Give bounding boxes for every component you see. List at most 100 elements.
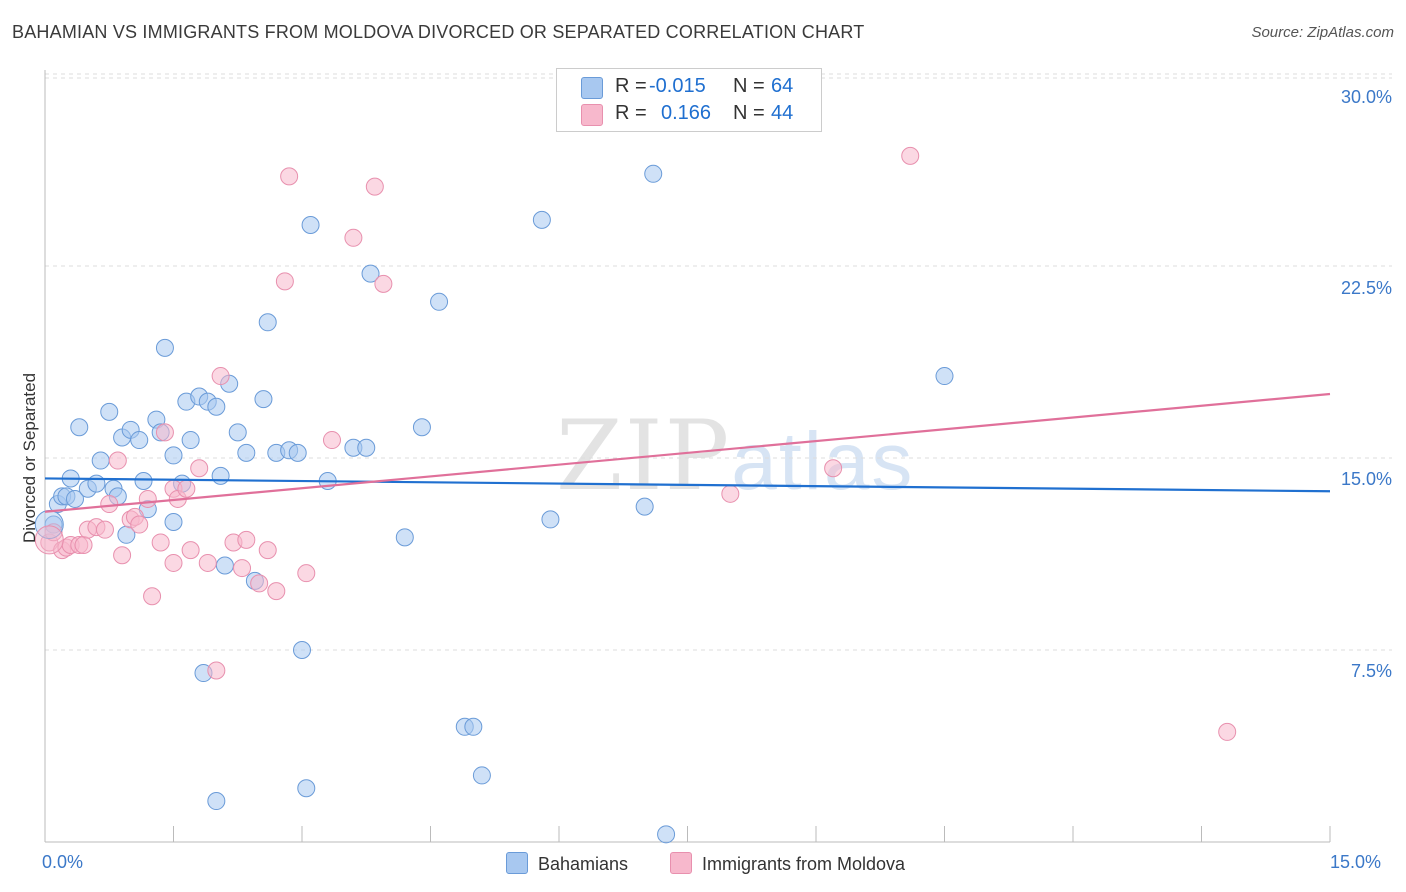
point-bahamians bbox=[254, 390, 273, 409]
point-moldova bbox=[138, 489, 157, 508]
point-bahamians bbox=[87, 474, 106, 493]
point-bahamians bbox=[430, 292, 449, 311]
legend-row-moldova: R = 0.166 N = 44 bbox=[557, 100, 821, 128]
point-bahamians bbox=[258, 313, 277, 332]
bottom-legend-label: Bahamians bbox=[538, 854, 629, 874]
point-bahamians bbox=[207, 397, 226, 416]
legend-n-label: N = bbox=[733, 75, 765, 97]
trend-line-bahamians bbox=[44, 477, 1331, 493]
point-bahamians bbox=[395, 528, 414, 547]
point-bahamians bbox=[215, 556, 234, 575]
legend-swatch-bahamians bbox=[581, 77, 603, 99]
point-moldova bbox=[181, 541, 200, 560]
point-moldova bbox=[100, 495, 119, 514]
point-bahamians bbox=[472, 766, 491, 785]
legend-row-bahamians: R = -0.015 N = 64 bbox=[557, 73, 821, 101]
point-bahamians bbox=[164, 446, 183, 465]
point-bahamians bbox=[70, 418, 89, 437]
point-bahamians bbox=[361, 264, 380, 283]
point-moldova bbox=[365, 177, 384, 196]
point-bahamians bbox=[91, 451, 110, 470]
point-moldova bbox=[267, 582, 286, 601]
point-bahamians bbox=[134, 472, 153, 491]
point-moldova bbox=[233, 559, 252, 578]
point-bahamians bbox=[181, 431, 200, 450]
chart-title: BAHAMIAN VS IMMIGRANTS FROM MOLDOVA DIVO… bbox=[12, 22, 865, 42]
legend-r-label: R = bbox=[615, 75, 647, 97]
point-moldova bbox=[113, 546, 132, 565]
point-moldova bbox=[721, 484, 740, 503]
point-bahamians bbox=[301, 216, 320, 235]
point-moldova bbox=[1218, 722, 1237, 741]
point-moldova bbox=[151, 533, 170, 552]
point-moldova bbox=[155, 423, 174, 442]
point-moldova bbox=[211, 367, 230, 386]
point-moldova bbox=[177, 479, 196, 498]
y-tick-label-15: 15.0% bbox=[1340, 469, 1392, 489]
correlation-legend: R = -0.015 N = 64 R = 0.166 N = 44 bbox=[556, 68, 822, 132]
point-moldova bbox=[901, 146, 920, 165]
trend-line-moldova bbox=[44, 392, 1331, 513]
point-moldova bbox=[108, 451, 127, 470]
point-bahamians bbox=[541, 510, 560, 529]
point-moldova bbox=[824, 459, 843, 478]
point-bahamians bbox=[164, 512, 183, 531]
point-bahamians bbox=[237, 443, 256, 462]
point-moldova bbox=[280, 167, 299, 186]
point-moldova bbox=[275, 272, 294, 291]
point-moldova bbox=[258, 541, 277, 560]
point-bahamians bbox=[357, 438, 376, 457]
legend-r-label: R = bbox=[615, 102, 647, 124]
point-moldova bbox=[374, 274, 393, 293]
watermark: ZIPatlas bbox=[556, 400, 914, 512]
y-tick-label-22-5: 22.5% bbox=[1340, 278, 1392, 298]
legend-n-value: 44 bbox=[771, 102, 794, 124]
legend-swatch-moldova bbox=[581, 104, 603, 126]
y-axis-label: Divorced or Separated bbox=[20, 372, 39, 544]
x-tick-label-max: 15.0% bbox=[1330, 852, 1382, 872]
y-tick-label-7-5: 7.5% bbox=[1350, 661, 1392, 681]
bottom-legend-moldova: Immigrants from Moldova bbox=[670, 852, 905, 876]
point-bahamians bbox=[644, 164, 663, 183]
point-bahamians bbox=[464, 717, 483, 736]
point-bahamians bbox=[207, 792, 226, 811]
point-moldova bbox=[198, 553, 217, 572]
point-moldova bbox=[164, 553, 183, 572]
watermark-atlas: atlas bbox=[731, 416, 915, 507]
point-bahamians bbox=[297, 779, 316, 798]
point-bahamians bbox=[155, 338, 174, 357]
point-bahamians bbox=[65, 489, 84, 508]
legend-r-value: -0.015 bbox=[649, 75, 706, 97]
bottom-legend-swatch-moldova bbox=[670, 852, 692, 874]
point-bahamians bbox=[288, 443, 307, 462]
legend-n-label: N = bbox=[733, 102, 765, 124]
point-moldova bbox=[74, 536, 93, 555]
legend-n-value: 64 bbox=[771, 75, 794, 97]
chart-source: Source: ZipAtlas.com bbox=[1251, 24, 1394, 41]
legend-r-value: 0.166 bbox=[661, 102, 712, 124]
point-bahamians bbox=[293, 640, 311, 659]
point-moldova bbox=[130, 515, 149, 534]
point-moldova bbox=[322, 431, 341, 450]
point-moldova bbox=[344, 228, 363, 247]
x-tick-label-min: 0.0% bbox=[42, 852, 84, 872]
point-bahamians bbox=[130, 431, 149, 450]
bottom-legend-swatch-bahamians bbox=[506, 852, 528, 874]
bottom-legend-bahamians: Bahamians bbox=[506, 852, 628, 876]
point-moldova bbox=[34, 525, 64, 555]
point-bahamians bbox=[228, 423, 247, 442]
point-bahamians bbox=[532, 210, 551, 229]
point-moldova bbox=[44, 523, 63, 542]
point-moldova bbox=[297, 564, 316, 583]
point-bahamians bbox=[635, 497, 654, 516]
point-moldova bbox=[237, 530, 256, 549]
bottom-legend-label: Immigrants from Moldova bbox=[702, 854, 906, 874]
point-moldova bbox=[207, 661, 226, 680]
point-moldova bbox=[190, 459, 209, 478]
point-bahamians bbox=[657, 825, 676, 844]
point-bahamians bbox=[412, 418, 431, 437]
point-moldova bbox=[95, 520, 114, 539]
point-bahamians bbox=[935, 367, 954, 386]
point-bahamians bbox=[211, 466, 230, 485]
